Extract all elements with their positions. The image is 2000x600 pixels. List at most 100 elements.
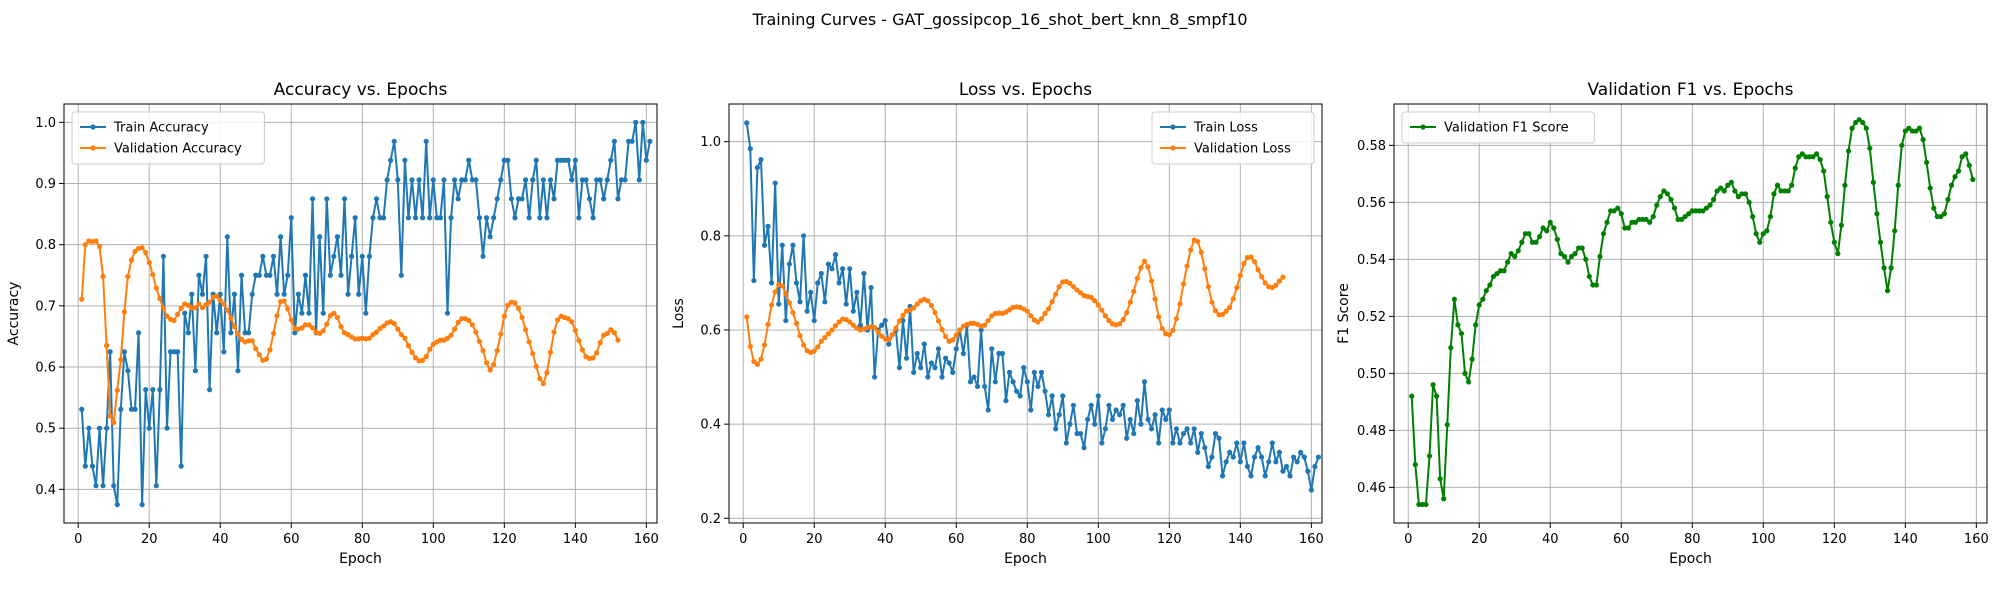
data-point (320, 328, 326, 334)
data-point (786, 300, 792, 306)
data-point (320, 310, 326, 316)
data-point (825, 331, 832, 337)
data-point (434, 215, 440, 221)
data-point (469, 322, 475, 328)
data-point (1156, 440, 1162, 446)
data-point (1074, 287, 1080, 293)
series-f1 (1409, 117, 1976, 508)
data-point (1209, 454, 1215, 460)
data-point (228, 330, 234, 336)
legend-label: Train Loss (1193, 121, 1258, 136)
data-point (797, 299, 803, 305)
data-point (636, 177, 642, 183)
data-point (334, 314, 341, 321)
data-point (452, 326, 458, 332)
data-point (779, 242, 785, 248)
data-point (309, 196, 316, 202)
data-point (341, 196, 348, 202)
data-point (1003, 398, 1009, 404)
data-point (611, 330, 617, 336)
legend: Train Accuracy Validation Accuracy (71, 111, 265, 165)
data-point (832, 252, 839, 258)
data-point (498, 177, 504, 183)
data-point (121, 309, 127, 315)
data-point (1547, 219, 1553, 225)
data-point (1714, 188, 1720, 194)
data-point (537, 215, 543, 221)
data-point (231, 324, 238, 330)
series-train (79, 119, 653, 508)
data-point (1067, 421, 1073, 427)
data-point (498, 331, 504, 337)
data-point (875, 329, 881, 335)
data-point (579, 347, 586, 353)
data-point (164, 313, 170, 319)
data-point (1198, 430, 1204, 437)
data-point (1632, 219, 1639, 225)
data-point (1845, 148, 1852, 154)
data-point (1301, 454, 1307, 460)
data-point (1803, 154, 1809, 160)
data-point (776, 301, 782, 307)
axes-title: Accuracy vs. Epochs (274, 80, 448, 100)
data-point (427, 215, 433, 221)
data-point (430, 177, 436, 183)
data-point (957, 327, 963, 333)
data-point (153, 285, 159, 291)
data-point (196, 272, 202, 278)
x-tick-label: 80 (1684, 532, 1701, 547)
data-point (1241, 261, 1247, 267)
data-point (1593, 282, 1599, 288)
data-point (267, 272, 273, 278)
data-point (935, 346, 942, 352)
x-tick-label: 0 (1404, 532, 1412, 547)
data-point (405, 215, 412, 221)
data-point (939, 326, 945, 333)
data-point (1718, 185, 1724, 191)
data-point (1732, 188, 1738, 194)
data-point (992, 379, 998, 385)
data-point (388, 157, 394, 163)
data-point (125, 273, 131, 280)
data-point (1170, 440, 1176, 446)
data-point (1131, 288, 1137, 294)
data-point (590, 215, 596, 221)
data-point (761, 242, 768, 248)
data-point (1088, 402, 1094, 408)
data-point (82, 463, 88, 469)
data-point (483, 215, 490, 221)
data-point (1202, 445, 1208, 451)
data-point (150, 387, 156, 393)
data-point (1227, 304, 1233, 310)
data-point (1451, 296, 1457, 302)
data-point (622, 177, 628, 183)
data-point (1572, 251, 1578, 257)
data-point (1163, 416, 1169, 423)
data-point (1838, 222, 1845, 228)
data-point (1544, 228, 1550, 234)
data-point (854, 289, 860, 295)
data-point (1430, 382, 1436, 388)
data-point (448, 215, 454, 221)
data-point (523, 327, 529, 333)
data-point (1536, 233, 1543, 240)
legend-marker (90, 124, 96, 130)
data-point (86, 425, 92, 431)
series-train (744, 120, 1322, 493)
data-point (1924, 159, 1930, 166)
data-point (483, 360, 490, 366)
legend-box (1151, 111, 1315, 165)
data-point (1945, 196, 1951, 203)
data-point (533, 157, 539, 163)
data-point (1565, 259, 1571, 265)
legend-box (1401, 111, 1595, 144)
data-point (1230, 454, 1236, 460)
data-point (882, 317, 888, 324)
data-point (1120, 317, 1126, 323)
data-point (1600, 231, 1607, 237)
data-point (143, 387, 149, 393)
data-point (512, 300, 518, 306)
data-point (1092, 298, 1098, 304)
x-tick-label: 0 (739, 532, 747, 547)
data-point (1789, 182, 1795, 188)
